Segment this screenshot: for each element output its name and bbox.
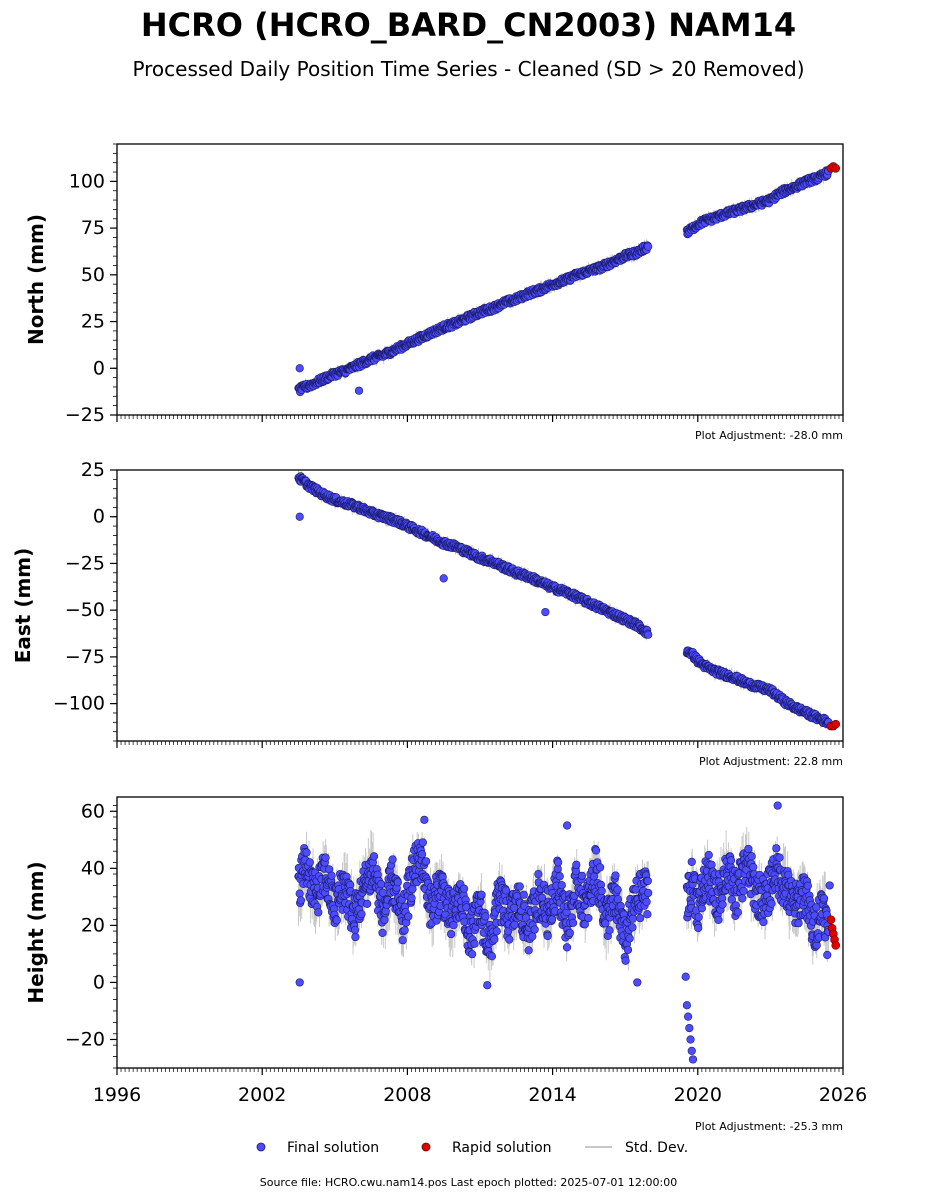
plot-adjustment-note: Plot Adjustment: -28.0 mm (695, 429, 843, 442)
plot-adjustment-note: Plot Adjustment: 22.8 mm (699, 755, 843, 768)
axes-frame (116, 469, 844, 742)
y-tick-label: −25 (65, 404, 105, 426)
rapid-point (831, 719, 841, 729)
final-point (295, 364, 304, 373)
y-tick-label: 75 (81, 217, 105, 239)
y-tick-label: −25 (65, 552, 105, 574)
y-tick-label: −75 (65, 646, 105, 668)
y-tick-label: 50 (81, 264, 105, 286)
panels-group: −25 0 25 50 75 100 North (mm) Plot Adjustment: … (11, 143, 867, 1133)
y-tick-label: 0 (93, 506, 105, 528)
y-axis-label: North (mm) (24, 214, 48, 345)
y-tick-label: 100 (69, 170, 105, 192)
final-point (439, 574, 448, 583)
y-tick-label: 25 (81, 311, 105, 333)
y-tick-label: −100 (53, 693, 105, 715)
final-solution-points (294, 166, 833, 397)
final-point (354, 386, 364, 395)
rapid-point (831, 163, 841, 173)
final-point (541, 607, 550, 617)
y-axis-label: East (mm) (11, 548, 35, 664)
final-solution-points (294, 472, 833, 729)
figure-title: HCRO (HCRO_BARD_CN2003) NAM14 (140, 6, 797, 44)
y-tick-label: −50 (65, 599, 105, 621)
final-point (295, 512, 304, 521)
y-tick-label: 0 (93, 357, 105, 379)
panel-2: −100 −75 −50 −25 0 25 East (mm) Plot Adjustment… (11, 459, 844, 768)
y-tick-label: 25 (81, 459, 105, 481)
final-point (644, 630, 653, 639)
panel-1: −25 0 25 50 75 100 North (mm) Plot Adjustment: … (24, 143, 844, 442)
final-point (644, 242, 653, 251)
axes-frame (116, 143, 844, 416)
figure-subtitle: Processed Daily Position Time Series - C… (132, 57, 805, 81)
